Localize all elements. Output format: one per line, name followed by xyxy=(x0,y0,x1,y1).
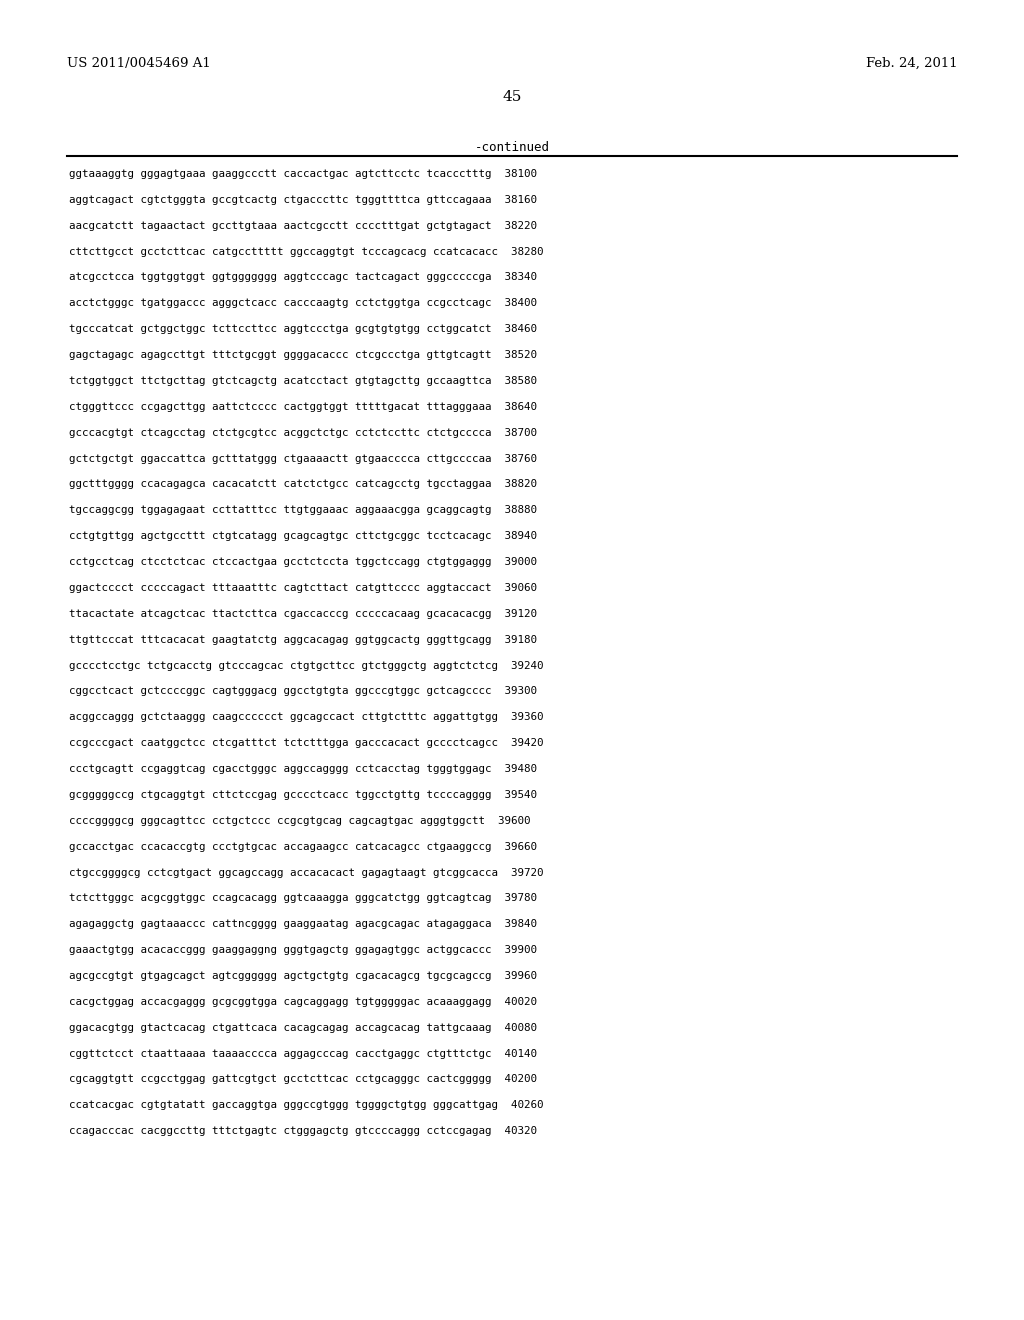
Text: cctgtgttgg agctgccttt ctgtcatagg gcagcagtgc cttctgcggc tcctcacagc  38940: cctgtgttgg agctgccttt ctgtcatagg gcagcag… xyxy=(69,531,537,541)
Text: ggacacgtgg gtactcacag ctgattcaca cacagcagag accagcacag tattgcaaag  40080: ggacacgtgg gtactcacag ctgattcaca cacagca… xyxy=(69,1023,537,1032)
Text: cggcctcact gctccccggc cagtgggacg ggcctgtgta ggcccgtggc gctcagcccc  39300: cggcctcact gctccccggc cagtgggacg ggcctgt… xyxy=(69,686,537,697)
Text: ggactcccct cccccagact tttaaatttc cagtcttact catgttcccc aggtaccact  39060: ggactcccct cccccagact tttaaatttc cagtctt… xyxy=(69,583,537,593)
Text: ggctttgggg ccacagagca cacacatctt catctctgcc catcagcctg tgcctaggaa  38820: ggctttgggg ccacagagca cacacatctt catctct… xyxy=(69,479,537,490)
Text: gcccacgtgt ctcagcctag ctctgcgtcc acggctctgc cctctccttc ctctgcccca  38700: gcccacgtgt ctcagcctag ctctgcgtcc acggctc… xyxy=(69,428,537,438)
Text: gaaactgtgg acacaccggg gaaggaggng gggtgagctg ggagagtggc actggcaccc  39900: gaaactgtgg acacaccggg gaaggaggng gggtgag… xyxy=(69,945,537,956)
Text: ccgcccgact caatggctcc ctcgatttct tctctttgga gacccacact gcccctcagcc  39420: ccgcccgact caatggctcc ctcgatttct tctcttt… xyxy=(69,738,543,748)
Text: tctggtggct ttctgcttag gtctcagctg acatcctact gtgtagcttg gccaagttca  38580: tctggtggct ttctgcttag gtctcagctg acatcct… xyxy=(69,376,537,385)
Text: ctgccggggcg cctcgtgact ggcagccagg accacacact gagagtaagt gtcggcacca  39720: ctgccggggcg cctcgtgact ggcagccagg accaca… xyxy=(69,867,543,878)
Text: ccctgcagtt ccgaggtcag cgacctgggc aggccagggg cctcacctag tgggtggagc  39480: ccctgcagtt ccgaggtcag cgacctgggc aggccag… xyxy=(69,764,537,774)
Text: cacgctggag accacgaggg gcgcggtgga cagcaggagg tgtgggggac acaaaggagg  40020: cacgctggag accacgaggg gcgcggtgga cagcagg… xyxy=(69,997,537,1007)
Text: agagaggctg gagtaaaccc cattncgggg gaaggaatag agacgcagac atagaggaca  39840: agagaggctg gagtaaaccc cattncgggg gaaggaa… xyxy=(69,919,537,929)
Text: acctctgggc tgatggaccc agggctcacc cacccaagtg cctctggtga ccgcctcagc  38400: acctctgggc tgatggaccc agggctcacc cacccaa… xyxy=(69,298,537,309)
Text: gctctgctgt ggaccattca gctttatggg ctgaaaactt gtgaacccca cttgccccaa  38760: gctctgctgt ggaccattca gctttatggg ctgaaaa… xyxy=(69,454,537,463)
Text: ttacactate atcagctcac ttactcttca cgaccacccg cccccacaag gcacacacgg  39120: ttacactate atcagctcac ttactcttca cgaccac… xyxy=(69,609,537,619)
Text: gagctagagc agagccttgt tttctgcggt ggggacaccc ctcgccctga gttgtcagtt  38520: gagctagagc agagccttgt tttctgcggt ggggaca… xyxy=(69,350,537,360)
Text: gccacctgac ccacaccgtg ccctgtgcac accagaagcc catcacagcc ctgaaggccg  39660: gccacctgac ccacaccgtg ccctgtgcac accagaa… xyxy=(69,842,537,851)
Text: acggccaggg gctctaaggg caagcccccct ggcagccact cttgtctttc aggattgtgg  39360: acggccaggg gctctaaggg caagcccccct ggcagc… xyxy=(69,713,543,722)
Text: cgcaggtgtt ccgcctggag gattcgtgct gcctcttcac cctgcagggc cactcggggg  40200: cgcaggtgtt ccgcctggag gattcgtgct gcctctt… xyxy=(69,1074,537,1085)
Text: tctcttgggc acgcggtggc ccagcacagg ggtcaaagga gggcatctgg ggtcagtcag  39780: tctcttgggc acgcggtggc ccagcacagg ggtcaaa… xyxy=(69,894,537,903)
Text: aggtcagact cgtctgggta gccgtcactg ctgacccttc tgggttttca gttccagaaa  38160: aggtcagact cgtctgggta gccgtcactg ctgaccc… xyxy=(69,195,537,205)
Text: -continued: -continued xyxy=(474,141,550,154)
Text: tgcccatcat gctggctggc tcttccttcc aggtccctga gcgtgtgtgg cctggcatct  38460: tgcccatcat gctggctggc tcttccttcc aggtccc… xyxy=(69,325,537,334)
Text: atcgcctcca tggtggtggt ggtggggggg aggtcccagc tactcagact gggcccccga  38340: atcgcctcca tggtggtggt ggtggggggg aggtccc… xyxy=(69,272,537,282)
Text: gcccctcctgc tctgcacctg gtcccagcac ctgtgcttcc gtctgggctg aggtctctcg  39240: gcccctcctgc tctgcacctg gtcccagcac ctgtgc… xyxy=(69,660,543,671)
Text: ctgggttccc ccgagcttgg aattctcccc cactggtggt tttttgacat tttagggaaa  38640: ctgggttccc ccgagcttgg aattctcccc cactggt… xyxy=(69,401,537,412)
Text: aacgcatctt tagaactact gccttgtaaa aactcgcctt cccctttgat gctgtagact  38220: aacgcatctt tagaactact gccttgtaaa aactcgc… xyxy=(69,220,537,231)
Text: US 2011/0045469 A1: US 2011/0045469 A1 xyxy=(67,57,210,70)
Text: 45: 45 xyxy=(503,90,521,104)
Text: Feb. 24, 2011: Feb. 24, 2011 xyxy=(866,57,957,70)
Text: cttcttgcct gcctcttcac catgccttttt ggccaggtgt tcccagcacg ccatcacacc  38280: cttcttgcct gcctcttcac catgccttttt ggccag… xyxy=(69,247,543,256)
Text: ccagacccac cacggccttg tttctgagtc ctgggagctg gtccccaggg cctccgagag  40320: ccagacccac cacggccttg tttctgagtc ctgggag… xyxy=(69,1126,537,1137)
Text: cctgcctcag ctcctctcac ctccactgaa gcctctccta tggctccagg ctgtggaggg  39000: cctgcctcag ctcctctcac ctccactgaa gcctctc… xyxy=(69,557,537,568)
Text: ccccggggcg gggcagttcc cctgctccc ccgcgtgcag cagcagtgac agggtggctt  39600: ccccggggcg gggcagttcc cctgctccc ccgcgtgc… xyxy=(69,816,530,826)
Text: gcgggggccg ctgcaggtgt cttctccgag gcccctcacc tggcctgttg tccccagggg  39540: gcgggggccg ctgcaggtgt cttctccgag gcccctc… xyxy=(69,789,537,800)
Text: agcgccgtgt gtgagcagct agtcgggggg agctgctgtg cgacacagcg tgcgcagccg  39960: agcgccgtgt gtgagcagct agtcgggggg agctgct… xyxy=(69,972,537,981)
Text: tgccaggcgg tggagagaat ccttatttcc ttgtggaaac aggaaacgga gcaggcagtg  38880: tgccaggcgg tggagagaat ccttatttcc ttgtgga… xyxy=(69,506,537,515)
Text: ggtaaaggtg gggagtgaaa gaaggccctt caccactgac agtcttcctc tcaccctttg  38100: ggtaaaggtg gggagtgaaa gaaggccctt caccact… xyxy=(69,169,537,180)
Text: ccatcacgac cgtgtatatt gaccaggtga gggccgtggg tggggctgtgg gggcattgag  40260: ccatcacgac cgtgtatatt gaccaggtga gggccgt… xyxy=(69,1101,543,1110)
Text: ttgttcccat tttcacacat gaagtatctg aggcacagag ggtggcactg gggttgcagg  39180: ttgttcccat tttcacacat gaagtatctg aggcaca… xyxy=(69,635,537,644)
Text: cggttctcct ctaattaaaa taaaacccca aggagcccag cacctgaggc ctgtttctgc  40140: cggttctcct ctaattaaaa taaaacccca aggagcc… xyxy=(69,1048,537,1059)
